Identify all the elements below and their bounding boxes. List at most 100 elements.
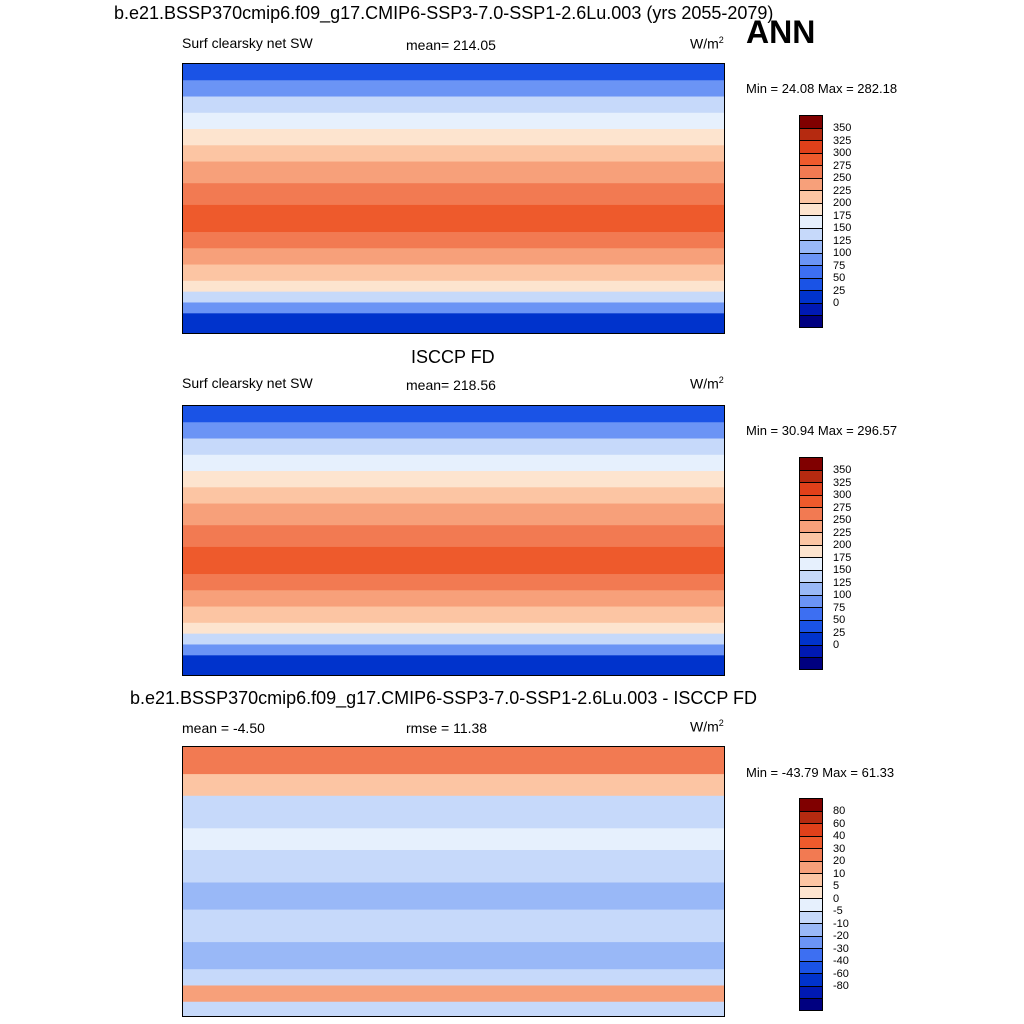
colorbar-tick-label: 225	[833, 184, 852, 197]
panel-3-mean: mean = -4.50	[182, 720, 265, 736]
colorbar-tick-label: 100	[833, 589, 852, 602]
colorbar-box	[800, 166, 822, 179]
colorbar-box	[800, 253, 822, 267]
colorbar-tick-label: 75	[833, 601, 846, 614]
colorbar-box	[800, 658, 822, 669]
season-label: ANN	[746, 14, 816, 50]
colorbar-tick-label: 125	[833, 576, 852, 589]
field-band	[183, 590, 724, 608]
field-band	[183, 280, 724, 293]
field-band	[183, 80, 724, 98]
colorbar-box	[800, 936, 822, 950]
colorbar-box	[800, 303, 822, 317]
field-band	[183, 1001, 724, 1016]
field-band	[183, 574, 724, 592]
colorbar-box	[800, 924, 822, 937]
panel-1-map	[182, 63, 725, 334]
field-band	[183, 503, 724, 527]
colorbar-box	[800, 811, 822, 825]
colorbar-tick-label: 175	[833, 551, 852, 564]
colorbar-box	[800, 620, 822, 634]
colorbar-tick-label: 40	[833, 830, 846, 843]
colorbar-tick-label: 75	[833, 259, 846, 272]
colorbar-box	[800, 116, 822, 129]
field-band	[183, 969, 724, 987]
colorbar-tick-label: 30	[833, 842, 846, 855]
panel-3-minmax: Min = -43.79 Max = 61.33	[746, 765, 895, 780]
colorbar-box	[800, 886, 822, 900]
colorbar-tick-label: -40	[833, 955, 849, 968]
colorbar-tick-label: 50	[833, 272, 846, 285]
panel-3-colorbar	[799, 798, 823, 1011]
colorbar-tick-label: -60	[833, 967, 849, 980]
field-band	[183, 454, 724, 473]
field-band	[183, 129, 724, 147]
panel-2-title: ISCCP FD	[411, 347, 495, 367]
colorbar-box	[800, 316, 822, 327]
field-band	[183, 525, 724, 548]
colorbar-box	[800, 861, 822, 875]
colorbar-tick-label: 80	[833, 805, 846, 817]
colorbar-box	[800, 961, 822, 975]
colorbar-box	[800, 228, 822, 242]
colorbar-box	[800, 203, 822, 217]
field-band	[183, 161, 724, 185]
field-band	[183, 112, 724, 131]
colorbar-box	[800, 458, 822, 471]
panel-3-rmse: rmse = 11.38	[406, 720, 488, 736]
panel-3-field	[183, 747, 724, 1016]
field-band	[183, 633, 724, 646]
colorbar-box	[800, 583, 822, 596]
field-band	[183, 232, 724, 250]
field-band	[183, 655, 724, 675]
colorbar-tick-label: 325	[833, 476, 852, 489]
panel-2-colorbar	[799, 457, 823, 670]
panel-1-units: W/m2	[690, 35, 724, 52]
field-band	[183, 747, 724, 776]
colorbar-tick-label: 175	[833, 209, 852, 222]
field-band	[183, 302, 724, 315]
colorbar-tick-label: 325	[833, 134, 852, 147]
colorbar-box	[800, 153, 822, 167]
colorbar-tick-label: -20	[833, 930, 849, 943]
field-band	[183, 606, 724, 624]
colorbar-tick-label: 5	[833, 880, 840, 893]
field-band	[183, 64, 724, 82]
colorbar-box	[800, 216, 822, 229]
colorbar-tick-label: -5	[833, 905, 843, 918]
field-band	[183, 145, 724, 163]
colorbar-tick-label: 25	[833, 284, 846, 297]
field-band	[183, 406, 724, 424]
panel-2-map	[182, 405, 725, 676]
colorbar-tick-label: 125	[833, 234, 852, 247]
colorbar-box	[800, 291, 822, 304]
field-band	[183, 622, 724, 635]
colorbar-box	[800, 999, 822, 1010]
colorbar-tick-label: 200	[833, 197, 852, 210]
colorbar-tick-label: 275	[833, 501, 852, 514]
colorbar-box	[800, 986, 822, 1000]
field-band	[183, 487, 724, 505]
colorbar-box	[800, 874, 822, 887]
colorbar-box	[800, 899, 822, 912]
panel-1-minmax: Min = 24.08 Max = 282.18	[746, 81, 898, 96]
colorbar-box	[800, 949, 822, 962]
panel-2-variable: Surf clearsky net SW	[182, 375, 313, 391]
field-band	[183, 438, 724, 456]
field-band	[183, 644, 724, 657]
panel-3-map	[182, 746, 725, 1017]
colorbar-tick-label: 200	[833, 539, 852, 552]
field-band	[183, 849, 724, 884]
colorbar-box	[800, 911, 822, 925]
colorbar-box	[800, 570, 822, 584]
colorbar-box	[800, 495, 822, 509]
field-band	[183, 795, 724, 830]
field-band	[183, 546, 724, 576]
colorbar-tick-label: 0	[833, 297, 840, 310]
colorbar-tick-label: 350	[833, 464, 852, 476]
colorbar-box	[800, 191, 822, 204]
panel-3-title: b.e21.BSSP370cmip6.f09_g17.CMIP6-SSP3-7.…	[130, 688, 758, 708]
panel-2-units: W/m2	[690, 375, 724, 392]
field-band	[183, 96, 724, 114]
field-band	[183, 248, 724, 266]
